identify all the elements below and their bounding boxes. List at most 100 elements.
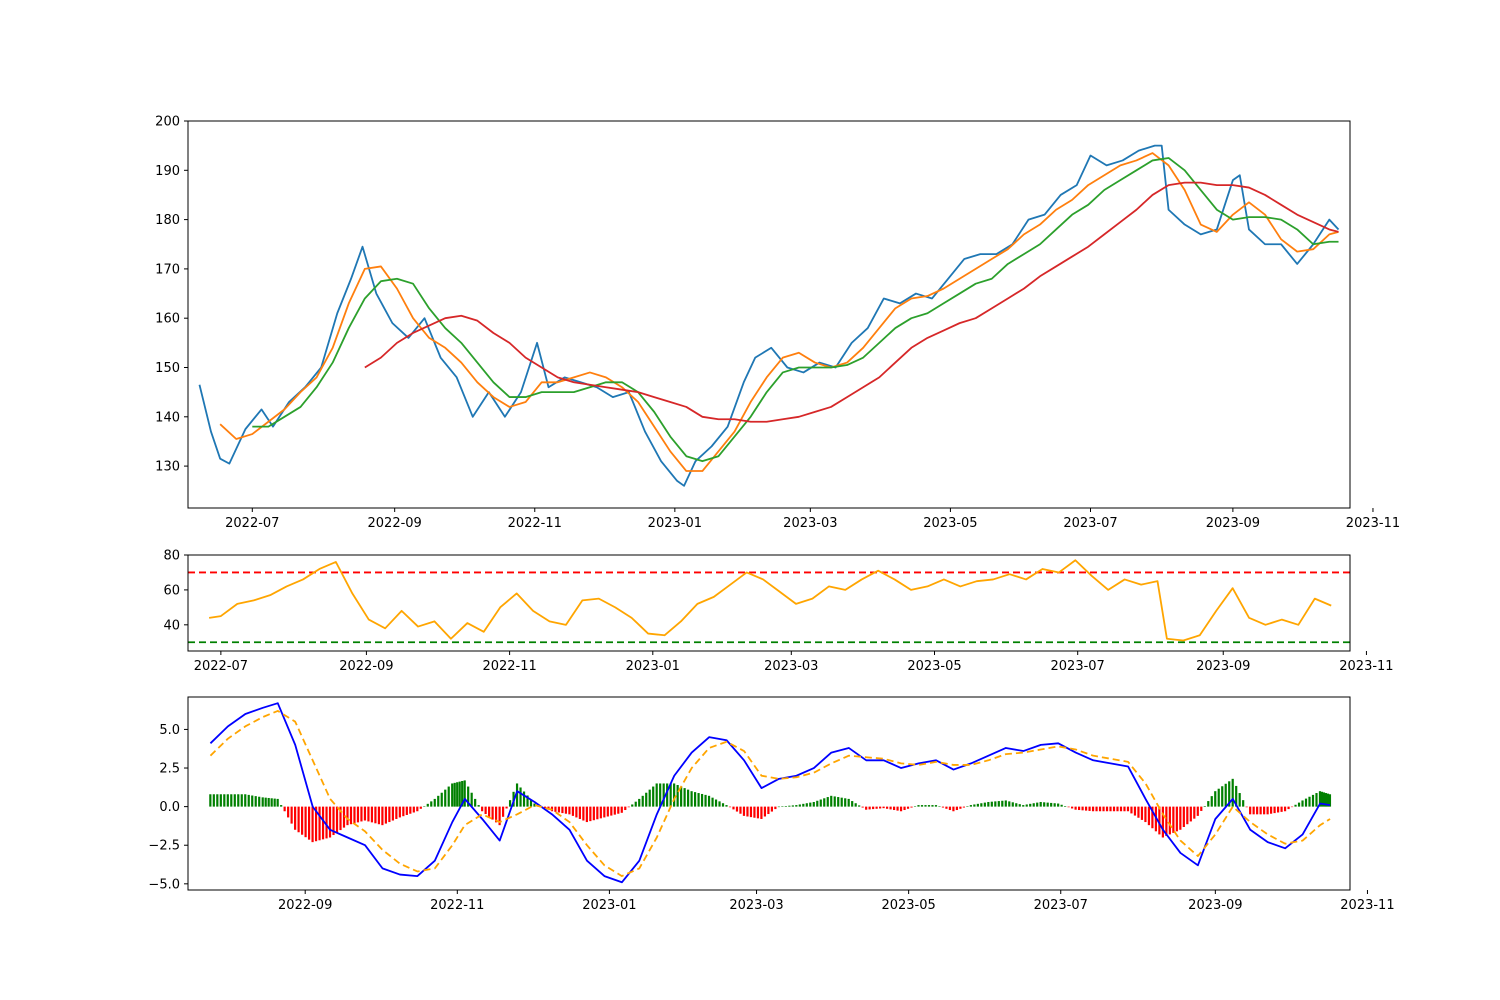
macd-histogram-bar [522,791,526,807]
macd-histogram-bar [1200,806,1203,811]
macd-histogram-bar [931,805,934,807]
macd-histogram-bar [879,806,882,809]
price-ytick-label: 170 [155,262,180,277]
macd-histogram-bar [997,801,1000,807]
macd-histogram-bar [501,806,505,817]
macd-histogram-bar [830,795,833,807]
macd-histogram-bar [739,806,742,814]
macd-histogram-bar [1231,778,1234,807]
macd-histogram-bar [966,806,969,807]
macd-histogram-bar [652,786,655,807]
macd-histogram-bar [746,806,749,817]
macd-histogram-bar [763,806,767,817]
macd-histogram-bar [854,803,857,807]
macd-histogram-bar [592,806,595,821]
price-xtick-label: 2023-09 [1206,516,1260,531]
macd-histogram-bar [718,801,721,807]
macd-histogram-bar [819,799,822,807]
macd-histogram-bar [1015,803,1018,807]
macd-histogram-bar [1252,806,1255,815]
macd-histogram-bar [1168,806,1171,835]
macd-xtick-label: 2023-03 [729,898,783,913]
macd-histogram-bar [1050,802,1053,807]
macd-histogram-bar [1324,793,1328,807]
macd-histogram-bar [1193,806,1196,819]
macd-histogram-bar [416,806,419,812]
macd-histogram-bar [1186,806,1189,825]
macd-histogram-bar [307,806,311,840]
price-ytick-label: 180 [155,213,180,228]
macd-histogram-bar [488,806,491,817]
macd-histogram-bar [226,794,229,807]
macd-xtick-label: 2022-09 [278,898,332,913]
macd-histogram-bar [938,806,941,807]
rsi-ytick-label: 40 [163,618,180,633]
macd-histogram-bar [498,806,501,826]
price-xtick-label: 2023-03 [783,516,837,531]
macd-histogram-bar [666,783,669,807]
macd-histogram-bar [437,795,440,807]
macd-histogram-bar [959,806,962,809]
macd-histogram-bar [1266,806,1269,815]
rsi-plot-area [188,559,1350,644]
macd-histogram-bar [419,806,422,809]
macd-histogram-bar [973,804,976,807]
price-ytick-label: 190 [155,164,180,179]
macd-xtick-label: 2023-07 [1034,898,1088,913]
macd-histogram-bar [1165,806,1168,836]
macd-histogram-bar [423,806,426,807]
macd-histogram-bar [1210,796,1213,807]
macd-histogram-bar [1081,806,1084,811]
macd-histogram-bar [1053,803,1056,807]
macd-histogram-bar [1032,803,1035,807]
macd-histogram-bar [561,806,564,814]
macd-histogram-bar [1290,806,1294,808]
macd-histogram-bar [505,806,508,809]
macd-histogram-bar [533,803,536,807]
macd-histogram-bar [384,806,387,824]
macd-histogram-bar [791,805,794,807]
macd-histogram-bar [826,797,829,807]
macd-histogram-bar [1137,806,1140,818]
macd-histogram-bar [1088,806,1091,811]
macd-histogram-bar [823,798,826,807]
macd-histogram-bar [557,806,561,813]
macd-histogram-bar [987,801,990,807]
macd-ytick-label: 5.0 [159,723,180,738]
macd-histogram-bar [875,806,878,809]
macd-histogram-bar [287,806,290,818]
macd-histogram-bar [370,806,374,823]
macd-histogram-bar [1060,804,1063,807]
macd-histogram-bar [447,786,450,807]
macd-histogram-bar [617,806,620,814]
macd-histogram-bar [816,800,819,807]
macd-histogram-bar [631,804,634,807]
macd-histogram-bar [1182,806,1185,827]
macd-histogram-bar [575,806,578,818]
macd-histogram-bar [467,786,470,807]
macd-histogram-bar [349,806,353,825]
macd-histogram-bar [1011,802,1014,807]
macd-histogram-bar [976,803,979,807]
macd-histogram-bar [363,806,367,821]
macd-histogram-bar [444,789,447,807]
macd-histogram-bar [311,806,314,843]
macd-histogram-bar [356,806,360,823]
macd-histogram-bar [603,806,606,818]
macd-xtick-label: 2023-09 [1188,898,1242,913]
macd-plot-area [209,702,1332,884]
macd-histogram-bar [641,795,644,807]
macd-histogram-bar [1259,806,1262,815]
price-xtick-label: 2022-09 [368,516,422,531]
macd-histogram-bar [837,797,840,807]
macd-histogram-bar [927,805,931,807]
macd-histogram-bar [795,805,798,807]
macd-histogram-bar [917,805,920,807]
macd-histogram-bar [412,806,415,813]
macd-histogram-bar [1221,786,1224,807]
price-xtick-label: 2023-05 [923,516,977,531]
macd-histogram-bar [1172,806,1175,833]
price-axes-frame [187,120,1351,509]
macd-histogram-bar [983,802,986,807]
